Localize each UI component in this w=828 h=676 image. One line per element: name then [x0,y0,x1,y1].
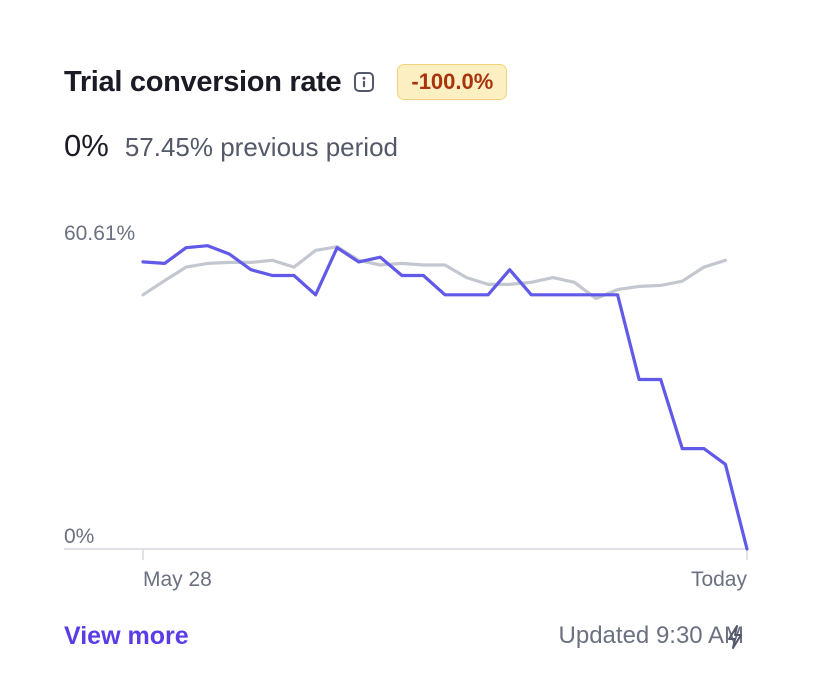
summary-values: 0% 57.45% previous period [64,128,398,164]
current-value: 0% [64,128,109,163]
x-tick-label-start: May 28 [143,568,212,591]
y-tick-label-min: 0% [64,525,94,548]
y-tick-label-max: 60.61% [64,222,135,245]
info-icon[interactable] [353,71,375,93]
card-title: Trial conversion rate [64,65,342,98]
series-line-current-period [141,244,749,551]
x-tick-label-end: Today [691,568,748,591]
card-header: Trial conversion rate -100.0% [64,64,508,100]
previous-period-value: 57.45% previous period [124,132,398,162]
change-badge: -100.0% [397,64,508,100]
updated-timestamp: Updated 9:30 AM [558,622,744,649]
view-more-link[interactable]: View more [64,622,189,650]
lightning-icon [728,625,742,649]
